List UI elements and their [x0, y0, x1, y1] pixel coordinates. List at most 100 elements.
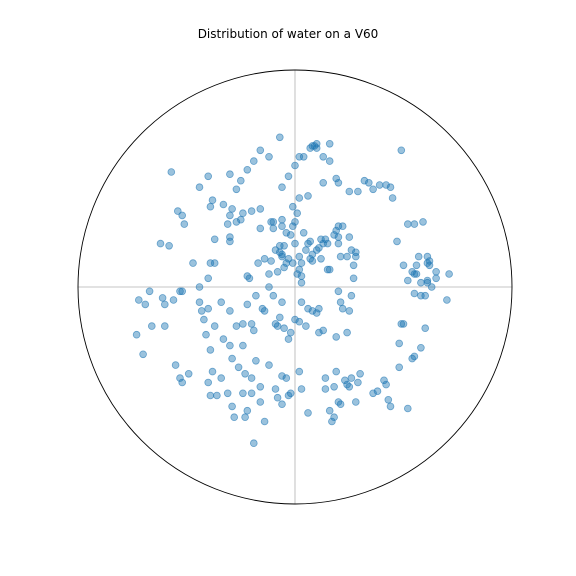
data-point — [397, 320, 406, 328]
data-point — [273, 393, 282, 402]
data-point — [217, 374, 226, 382]
data-point — [252, 291, 260, 300]
data-point — [258, 304, 267, 313]
data-point — [317, 254, 325, 263]
data-point — [269, 218, 278, 226]
data-point — [247, 207, 256, 215]
data-point — [210, 322, 219, 330]
data-point — [176, 287, 184, 296]
data-point — [180, 220, 189, 228]
data-point — [217, 298, 226, 307]
data-point — [195, 283, 204, 291]
data-point — [278, 222, 286, 231]
data-point — [349, 261, 358, 270]
data-point — [308, 142, 317, 150]
data-point — [382, 181, 390, 189]
data-point — [302, 246, 310, 254]
data-point — [295, 252, 304, 261]
data-point — [291, 315, 299, 324]
data-point — [295, 317, 304, 326]
data-point — [328, 417, 336, 426]
data-point — [256, 224, 265, 233]
data-point — [178, 287, 187, 296]
data-point — [417, 343, 425, 352]
data-point — [223, 389, 232, 398]
data-point — [410, 352, 419, 361]
data-point — [306, 237, 315, 246]
data-point — [347, 374, 356, 382]
data-point — [145, 287, 154, 296]
data-point — [189, 259, 197, 267]
data-point — [228, 205, 236, 213]
data-point — [184, 369, 193, 378]
data-point — [332, 367, 341, 376]
data-point — [178, 378, 187, 387]
data-point — [308, 307, 317, 315]
data-point — [275, 313, 284, 322]
data-point — [167, 168, 176, 176]
data-point — [206, 202, 215, 211]
data-point — [369, 389, 377, 398]
data-point — [286, 231, 295, 239]
data-point — [410, 270, 419, 278]
data-point — [204, 274, 213, 283]
data-point — [302, 322, 310, 330]
data-point — [260, 307, 269, 315]
data-point — [319, 153, 328, 161]
data-point — [351, 252, 360, 261]
data-point — [419, 218, 427, 226]
data-point — [412, 270, 421, 278]
data-point — [206, 259, 215, 267]
data-point — [445, 270, 453, 278]
data-point — [265, 283, 273, 291]
data-point — [345, 187, 354, 196]
data-point — [403, 276, 412, 285]
data-point — [399, 261, 408, 270]
data-point — [364, 179, 373, 187]
data-point — [295, 265, 304, 274]
data-point — [176, 374, 184, 382]
data-point — [219, 335, 228, 343]
data-point — [148, 322, 156, 330]
data-point — [325, 157, 334, 165]
data-point — [319, 326, 328, 335]
data-point — [282, 229, 291, 237]
data-point — [304, 409, 312, 417]
data-point — [336, 400, 345, 409]
data-point — [408, 354, 417, 363]
data-point — [278, 252, 286, 261]
data-point — [284, 172, 293, 181]
data-points-group — [132, 133, 453, 448]
data-point — [232, 185, 241, 194]
data-point — [250, 326, 258, 335]
data-point — [178, 211, 187, 220]
data-point — [312, 140, 321, 148]
data-point — [269, 291, 278, 300]
data-point — [243, 272, 252, 280]
data-point — [278, 183, 286, 192]
data-point — [280, 242, 288, 250]
data-point — [304, 304, 312, 313]
data-point — [399, 320, 408, 328]
data-point — [299, 229, 308, 237]
data-point — [280, 324, 288, 333]
data-point — [306, 254, 315, 263]
data-point — [321, 385, 330, 393]
data-point — [165, 242, 173, 250]
data-point — [323, 239, 332, 248]
data-point — [256, 398, 265, 406]
data-point — [304, 192, 312, 200]
data-point — [295, 367, 304, 376]
data-point — [195, 298, 204, 307]
data-point — [243, 300, 252, 309]
data-point — [267, 218, 275, 226]
data-point — [219, 200, 228, 209]
data-point — [245, 274, 254, 283]
data-point — [336, 298, 345, 307]
data-point — [241, 369, 249, 378]
data-point — [275, 242, 284, 250]
data-point — [332, 174, 341, 183]
data-point — [345, 382, 354, 391]
data-point — [395, 339, 404, 348]
